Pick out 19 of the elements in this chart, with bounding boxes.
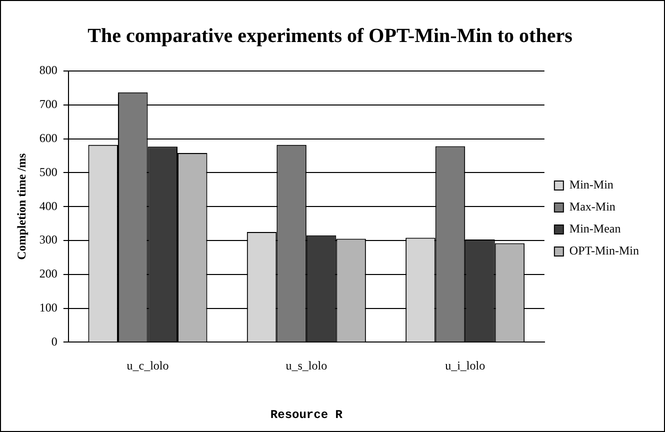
chart-title: The comparative experiments of OPT-Min-Min to others [88,25,573,48]
legend-label: Min-Mean [569,222,621,236]
y-tick-label: 400 [39,198,58,213]
x-tick-label: u_c_lolo [126,358,169,373]
x-tick-label: u_i_lolo [445,358,486,373]
legend-label: Min-Min [569,178,614,192]
y-axis-title: Completion time /ms [14,152,28,260]
y-tick-label: 700 [39,97,58,112]
x-axis-title: Resource R [270,408,344,422]
y-tick-label: 300 [39,232,58,247]
y-tick-label: 100 [39,300,58,314]
legend-label: OPT-Min-Min [569,244,640,258]
x-tick-label: u_s_lolo [286,358,328,373]
y-tick-label: 200 [39,266,58,281]
y-tick-label: 500 [39,164,58,179]
legend-label: Max-Min [569,200,616,214]
y-tick-label: 600 [39,130,58,145]
y-tick-label: 800 [39,63,58,78]
y-tick-label: 0 [51,334,58,348]
